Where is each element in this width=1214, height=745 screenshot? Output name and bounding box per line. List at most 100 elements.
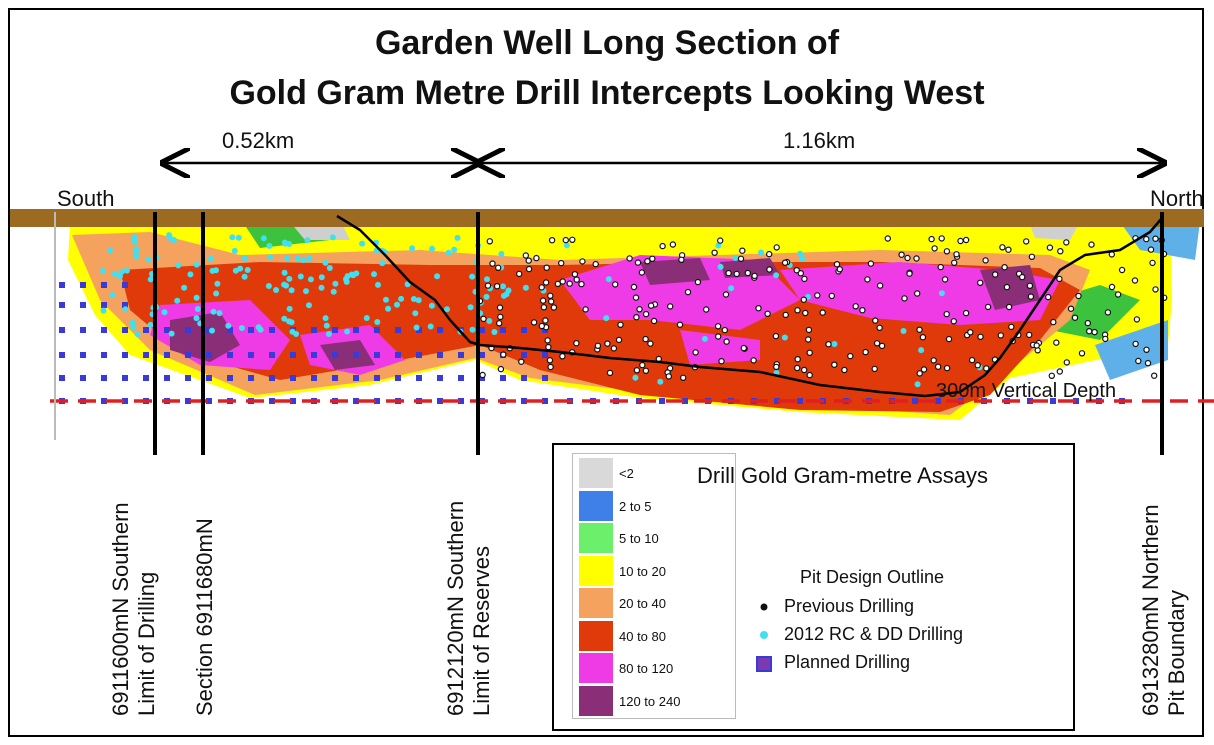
planned-drill-marker bbox=[122, 327, 128, 333]
previous-drill-marker bbox=[632, 294, 640, 301]
previous-drill-marker bbox=[1104, 309, 1112, 316]
planned-drill-marker bbox=[122, 375, 128, 381]
previous-drill-marker bbox=[953, 251, 960, 258]
previous-drill-marker bbox=[871, 365, 878, 373]
previous-drill-marker bbox=[739, 247, 746, 254]
previous-drill-marker bbox=[1026, 282, 1034, 289]
previous-drill-marker bbox=[1063, 239, 1070, 246]
previous-drill-marker bbox=[898, 251, 905, 258]
rc-drill-marker bbox=[444, 306, 450, 313]
previous-drill-marker bbox=[571, 271, 579, 278]
previous-drill-marker bbox=[801, 275, 808, 283]
previous-drill-marker bbox=[919, 334, 927, 341]
previous-drill-marker bbox=[782, 311, 789, 319]
legend-bin-label: 2 to 5 bbox=[619, 498, 652, 514]
planned-drill-marker bbox=[395, 327, 401, 333]
previous-drill-marker bbox=[751, 272, 758, 280]
rc-drill-marker bbox=[166, 232, 173, 239]
rc-drill-marker bbox=[133, 253, 140, 260]
previous-drill-marker bbox=[945, 335, 953, 343]
legend-previous-label: Previous Drilling bbox=[784, 596, 915, 616]
previous-drill-marker bbox=[542, 279, 550, 286]
planned-drill-marker bbox=[248, 375, 254, 381]
legend-planned-icon bbox=[756, 656, 772, 672]
section-label-6911600: 6911600mN Southern Limit of Drilling bbox=[108, 502, 159, 716]
rc-drill-marker bbox=[133, 246, 140, 253]
rc-drill-marker bbox=[193, 315, 200, 322]
previous-drill-marker bbox=[1152, 286, 1159, 293]
previous-drill-marker bbox=[773, 363, 780, 371]
planned-drill-marker bbox=[374, 352, 380, 358]
legend-swatch bbox=[579, 588, 613, 618]
planned-drill-marker bbox=[185, 327, 191, 333]
rc-drill-marker bbox=[359, 240, 366, 247]
rc-drill-marker bbox=[235, 234, 242, 241]
planned-drill-marker bbox=[101, 352, 107, 358]
rc-drill-marker bbox=[193, 294, 200, 301]
rc-drill-marker bbox=[322, 259, 329, 266]
rc-drill-marker bbox=[109, 292, 116, 298]
previous-drill-marker bbox=[638, 269, 646, 276]
previous-drill-marker bbox=[1114, 291, 1122, 298]
previous-drill-marker bbox=[545, 343, 552, 351]
previous-drill-marker bbox=[1075, 292, 1082, 300]
planned-drill-marker bbox=[374, 327, 380, 333]
planned-drill-marker bbox=[143, 352, 149, 358]
rc-drill-marker bbox=[657, 378, 664, 385]
previous-drill-marker bbox=[539, 297, 547, 304]
previous-drill-marker bbox=[943, 248, 951, 255]
previous-drill-marker bbox=[937, 263, 944, 271]
previous-drill-marker bbox=[559, 278, 566, 285]
legend-bin-label: 20 to 40 bbox=[619, 596, 666, 611]
rc-drill-marker bbox=[831, 341, 838, 347]
previous-drill-marker bbox=[518, 358, 525, 365]
rc-drill-marker bbox=[265, 283, 272, 289]
previous-drill-marker bbox=[1005, 303, 1013, 311]
legend-bin-label: 5 to 10 bbox=[619, 531, 659, 546]
previous-drill-marker bbox=[943, 364, 951, 372]
rc-drill-marker bbox=[286, 305, 293, 312]
planned-drill-marker bbox=[122, 302, 128, 308]
previous-drill-marker bbox=[562, 236, 570, 244]
previous-drill-marker bbox=[667, 303, 674, 310]
rc-drill-marker bbox=[175, 262, 182, 269]
planned-drill-marker bbox=[80, 302, 86, 308]
planned-drill-marker bbox=[395, 375, 401, 381]
legend-planned-label: Planned Drilling bbox=[784, 652, 911, 672]
rc-drill-marker bbox=[467, 304, 474, 311]
rc-drill-marker bbox=[498, 250, 505, 257]
planned-drill-marker bbox=[774, 398, 780, 404]
planned-drill-marker bbox=[458, 375, 464, 381]
previous-drill-marker bbox=[974, 362, 981, 369]
previous-drill-marker bbox=[500, 351, 507, 358]
rc-drill-marker bbox=[413, 324, 420, 331]
rc-drill-marker bbox=[454, 234, 461, 241]
rc-drill-marker bbox=[427, 323, 434, 330]
rc-drill-marker bbox=[732, 255, 739, 261]
previous-drill-marker bbox=[634, 259, 642, 266]
planned-drill-marker bbox=[479, 327, 485, 333]
planned-drill-marker bbox=[122, 282, 128, 288]
rc-drill-marker bbox=[374, 319, 381, 325]
rc-drill-marker bbox=[181, 284, 188, 291]
rc-drill-marker bbox=[213, 290, 220, 297]
rc-drill-marker bbox=[286, 275, 293, 282]
previous-drill-marker bbox=[876, 324, 883, 331]
planned-drill-marker bbox=[59, 375, 65, 381]
legend: <2 2 to 5 5 to 10 10 to 20 20 to 40 40 to 80 8… bbox=[552, 443, 1075, 731]
rc-drill-marker bbox=[193, 261, 200, 268]
legend-bin-label: 40 to 80 bbox=[619, 628, 666, 644]
legend-bin-label: 80 to 120 bbox=[619, 661, 674, 676]
rc-drill-marker bbox=[318, 284, 325, 291]
planned-drill-marker bbox=[269, 375, 275, 381]
previous-drill-marker bbox=[480, 315, 487, 323]
title-line-1: Garden Well Long Section of bbox=[374, 24, 840, 62]
previous-drill-marker bbox=[496, 320, 503, 327]
previous-drill-marker bbox=[550, 304, 558, 311]
rc-drill-marker bbox=[914, 381, 921, 388]
planned-drill-marker bbox=[59, 302, 65, 308]
planned-drill-marker bbox=[101, 398, 107, 404]
planned-drill-marker bbox=[416, 375, 422, 381]
previous-drill-marker bbox=[606, 369, 614, 377]
previous-drill-marker bbox=[493, 283, 501, 290]
